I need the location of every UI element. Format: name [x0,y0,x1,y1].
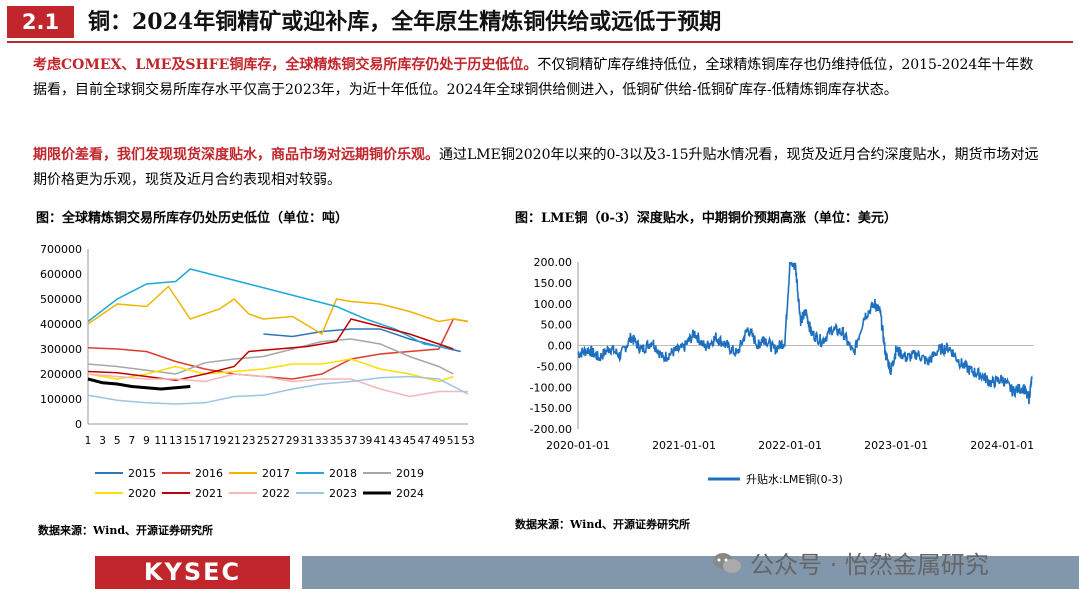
left-chart-y-tick: 200000 [40,368,82,381]
watermark: 公众号 · 怡然金属研究 [712,545,989,580]
footer-bar [302,556,1079,589]
wechat-icon [713,552,741,573]
legend-label-2021: 2021 [195,487,223,500]
right-chart-source: 数据来源：Wind、开源证券研究所 [515,518,691,531]
right-chart-x-tick: 2024-01-01 [970,439,1034,452]
right-chart-x-tick: 2020-01-01 [546,439,610,452]
right-chart-y-tick: -100.00 [530,381,572,394]
series-line-2020 [87,358,454,383]
right-chart-x-tick: 2023-01-01 [864,439,928,452]
series-line-2017 [87,285,469,336]
left-chart-x-tick: 47 [417,435,430,447]
left-chart-x-tick: 33 [315,435,328,447]
series-line-2018 [87,268,454,350]
legend-label-2018: 2018 [329,467,357,480]
watermark-text: 公众号 · 怡然金属研究 [750,551,989,579]
left-chart-x-tick: 3 [99,435,106,447]
left-chart-x-tick: 17 [198,435,211,447]
series-line-2023 [87,375,469,405]
series-line-2019 [87,338,454,375]
header-divider [7,41,1073,43]
left-chart-y-tick: 300000 [40,343,82,356]
left-chart-y-tick: 700000 [40,243,82,256]
left-chart-x-tick: 39 [359,435,372,447]
legend-label-2023: 2023 [329,487,357,500]
paragraph-inventory-body: 不仅铜精矿库存维持低位，全球精炼铜库存也仍维持低位，2015-2024年十年数据… [33,57,1034,98]
left-chart-y-tick: 100000 [40,393,82,406]
series-line-2021 [87,318,454,382]
right-chart-y-tick: -150.00 [530,402,572,415]
section-number: 2.1 [7,6,74,38]
left-chart-x-tick: 49 [432,435,445,447]
right-chart-y-tick: 200.00 [534,256,573,269]
paragraph-spread-body: 通过LME铜2020年以来的0-3以及3-15升贴水情况看，现货及近月合约深度贴… [33,147,1039,188]
legend-label-2024: 2024 [396,487,424,500]
left-chart-x-tick: 9 [143,435,150,447]
right-chart-y-tick: -200.00 [530,423,572,436]
right-chart-y-tick: 0.00 [548,340,573,353]
right-chart-y-tick: 150.00 [534,277,573,290]
left-chart-x-tick: 23 [242,435,255,447]
left-chart-x-tick: 21 [227,435,240,447]
left-chart-y-tick: 0 [75,418,82,431]
left-chart-x-tick: 27 [271,435,284,447]
legend-label-2019: 2019 [396,467,424,480]
series-line-2024 [87,377,191,391]
left-chart-x-tick: 7 [129,435,136,447]
left-chart-x-tick: 19 [213,435,226,447]
left-chart-caption: 图：全球精炼铜交易所库存仍处历史低位（单位：吨） [36,211,349,226]
left-chart-x-tick: 13 [169,435,182,447]
legend-label-2022: 2022 [262,487,290,500]
left-chart-source: 数据来源：Wind、开源证券研究所 [38,524,214,537]
left-chart-x-tick: 35 [330,435,343,447]
right-chart-y-tick: -50.00 [537,360,572,373]
left-chart-x-tick: 45 [403,435,416,447]
left-chart-x-tick: 31 [301,435,314,447]
left-chart-x-tick: 41 [374,435,387,447]
paragraph-inventory: 考虑COMEX、LME及SHFE铜库存，全球精炼铜交易所库存仍处于历史低位。不仅… [33,53,1043,103]
right-chart-x-tick: 2022-01-01 [758,439,822,452]
series-line-2022 [87,373,468,398]
right-chart-caption: 图：LME铜（0-3）深度贴水，中期铜价预期高涨（单位：美元） [515,211,897,226]
right-chart-y-tick: 100.00 [534,298,573,311]
left-chart-x-tick: 15 [184,435,197,447]
paragraph-inventory-highlight: 考虑COMEX、LME及SHFE铜库存，全球精炼铜交易所库存仍处于历史低位。 [33,57,538,73]
left-chart-y-tick: 400000 [40,318,82,331]
series-line-lme-spread [577,261,1033,405]
left-chart-x-tick: 51 [447,435,460,447]
right-chart-x-tick: 2021-01-01 [652,439,716,452]
left-chart-y-tick: 500000 [40,293,82,306]
left-chart-x-tick: 53 [461,435,474,447]
left-chart-x-tick: 29 [286,435,299,447]
left-chart-x-tick: 1 [85,435,92,447]
legend-label-2017: 2017 [262,467,290,480]
left-chart-x-tick: 5 [114,435,121,447]
right-chart-y-tick: 50.00 [541,319,573,332]
legend-label-2016: 2016 [195,467,223,480]
paragraph-spread: 期限价差看，我们发现现货深度贴水，商品市场对远期铜价乐观。通过LME铜2020年… [33,143,1043,193]
left-chart-y-tick: 600000 [40,268,82,281]
paragraph-spread-highlight: 期限价差看，我们发现现货深度贴水，商品市场对远期铜价乐观。 [33,147,439,163]
series-line-2016 [87,318,469,380]
left-chart-x-tick: 37 [344,435,357,447]
kysec-logo: KYSEC [95,556,290,589]
page-title: 铜：2024年铜精矿或迎补库，全年原生精炼铜供给或远低于预期 [88,9,722,35]
left-chart-x-tick: 25 [257,435,270,447]
left-chart-x-tick: 43 [388,435,401,447]
left-chart-x-tick: 11 [154,435,167,447]
legend-label-2020: 2020 [128,487,156,500]
legend-label-2015: 2015 [128,467,156,480]
right-legend-label: 升贴水:LME铜(0-3) [746,472,843,486]
